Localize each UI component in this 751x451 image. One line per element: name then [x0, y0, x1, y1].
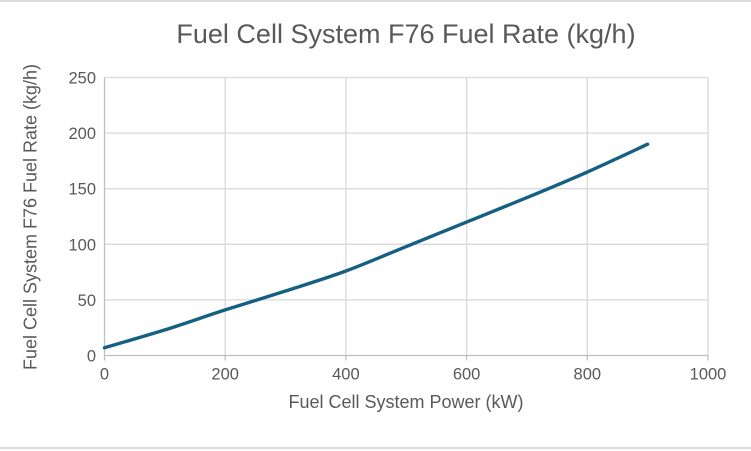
y-tick-label: 250 [68, 70, 96, 88]
x-tick-label: 600 [453, 366, 481, 384]
y-tick-label: 100 [68, 236, 96, 254]
x-tick-label: 200 [211, 366, 239, 384]
y-tick-label: 50 [78, 292, 96, 310]
chart-title: Fuel Cell System F76 Fuel Rate (kg/h) [176, 19, 636, 49]
y-tick-label: 0 [87, 348, 96, 366]
x-axis-title: Fuel Cell System Power (kW) [288, 392, 524, 412]
x-tick-label: 800 [574, 366, 602, 384]
x-tick-label: 0 [100, 366, 109, 384]
x-tick-label: 400 [332, 366, 360, 384]
y-tick-label: 200 [68, 125, 96, 143]
x-tick-label: 1000 [690, 366, 727, 384]
y-tick-label: 150 [68, 181, 96, 199]
series-line [102, 142, 650, 350]
